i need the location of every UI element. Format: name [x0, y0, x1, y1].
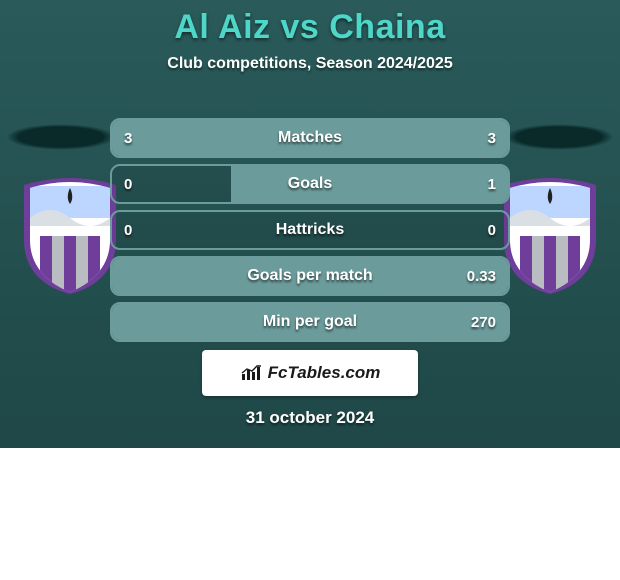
bar-fill-right	[112, 258, 508, 294]
bar-fill-left	[112, 120, 310, 156]
shadow-left	[6, 124, 116, 150]
bar-row-matches: 3 Matches 3	[110, 118, 510, 158]
bar-label: Hattricks	[112, 212, 508, 248]
bar-fill-right	[310, 120, 508, 156]
bar-fill-right	[112, 304, 508, 340]
brand-box: FcTables.com	[202, 350, 418, 396]
brand-text: FcTables.com	[268, 363, 381, 383]
bar-chart-icon	[240, 364, 262, 382]
shield-icon	[20, 178, 120, 294]
shield-icon	[500, 178, 600, 294]
team-badge-right	[500, 178, 600, 294]
stat-bars: 3 Matches 3 0 Goals 1 0 Hattricks 0 Goal…	[110, 118, 510, 348]
bar-row-goals: 0 Goals 1	[110, 164, 510, 204]
page-title: Al Aiz vs Chaina	[0, 0, 620, 47]
bar-fill-right	[231, 166, 508, 202]
bar-value-left: 0	[124, 212, 132, 248]
bar-value-right: 0	[488, 212, 496, 248]
bar-row-hattricks: 0 Hattricks 0	[110, 210, 510, 250]
team-badge-left	[20, 178, 120, 294]
subtitle: Club competitions, Season 2024/2025	[0, 55, 620, 73]
comparison-card: Al Aiz vs Chaina Club competitions, Seas…	[0, 0, 620, 448]
shadow-right	[504, 124, 614, 150]
bar-row-mpg: Min per goal 270	[110, 302, 510, 342]
bar-value-left: 0	[124, 166, 132, 202]
date-label: 31 october 2024	[0, 408, 620, 428]
bar-row-gpm: Goals per match 0.33	[110, 256, 510, 296]
